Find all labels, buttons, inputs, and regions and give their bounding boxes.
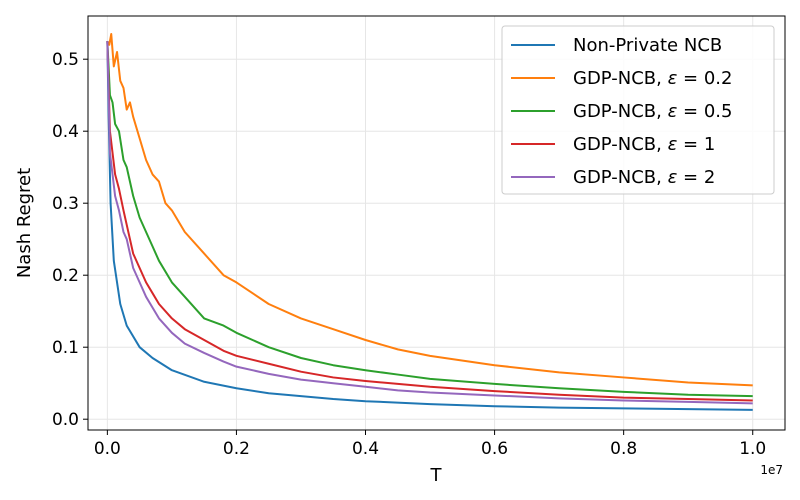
plot-frame	[87, 15, 786, 431]
x-tick-label: 0.8	[610, 439, 637, 459]
series-line-0	[106, 41, 753, 411]
legend-entry-4: GDP-NCB, ε = 2	[573, 167, 715, 188]
series-line-4	[106, 41, 753, 405]
series-line-2	[106, 41, 753, 398]
y-tick-label: 0.5	[52, 50, 79, 70]
x-axis-offset-label: 1e7	[760, 463, 783, 477]
y-tick-label: 0.2	[52, 266, 79, 286]
legend-entry-main: GDP-NCB,	[573, 68, 668, 89]
x-tick-label: 1.0	[739, 439, 766, 459]
legend-entry-symbol: ε	[668, 101, 678, 122]
y-tick-label: 0.4	[52, 122, 79, 142]
y-axis-ticks: 0.0 0.1 0.2 0.3 0.4 0.5	[52, 50, 88, 430]
x-axis-ticks: 0.0 0.2 0.4 0.6 0.8 1.0	[94, 430, 766, 459]
x-tick-label: 0.4	[352, 439, 379, 459]
legend-entry-3: GDP-NCB, ε = 1	[573, 134, 715, 155]
legend-entry-main: GDP-NCB,	[573, 134, 668, 155]
legend-entry-main: Non-Private NCB	[573, 35, 722, 56]
legend-entry-tail: = 2	[677, 167, 715, 188]
legend-entry-symbol: ε	[668, 68, 678, 89]
series-line-1	[106, 33, 753, 387]
legend-box	[501, 25, 775, 195]
y-tick-label: 0.0	[52, 410, 79, 430]
x-tick-label: 0.6	[481, 439, 508, 459]
legend-entry-tail: = 1	[677, 134, 715, 155]
legend-entry-main: GDP-NCB,	[573, 101, 668, 122]
x-tick-label: 0.0	[94, 439, 121, 459]
x-axis-label: T	[430, 465, 443, 486]
legend-entry-0: Non-Private NCB	[573, 35, 722, 56]
legend-entry-symbol: ε	[668, 134, 678, 155]
legend-entry-symbol: ε	[668, 167, 678, 188]
legend-entry-tail: = 0.5	[677, 101, 732, 122]
y-tick-label: 0.3	[52, 194, 79, 214]
y-axis-label: Nash Regret	[14, 168, 35, 278]
legend-entry-main: GDP-NCB,	[573, 167, 668, 188]
x-tick-label: 0.2	[223, 439, 250, 459]
series-line-3	[106, 41, 753, 402]
legend-entry-1: GDP-NCB, ε = 0.2	[573, 68, 732, 89]
legend-entry-tail: = 0.2	[677, 68, 732, 89]
series-layer	[106, 33, 753, 411]
y-tick-label: 0.1	[52, 338, 79, 358]
legend-entry-2: GDP-NCB, ε = 0.5	[573, 101, 732, 122]
